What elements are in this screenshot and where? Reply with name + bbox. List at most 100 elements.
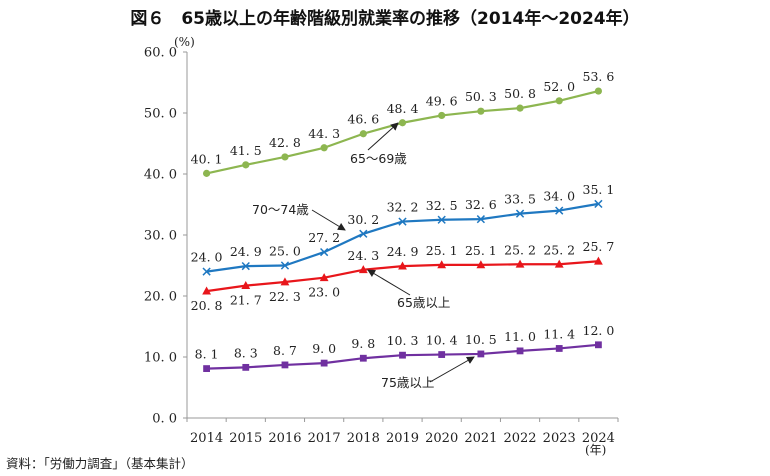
data-point (515, 209, 525, 218)
data-label: 9. 8 (351, 336, 375, 351)
chart-title: 図６ 65歳以上の年齢階級別就業率の推移（2014年～2024年） (130, 8, 639, 29)
data-label: 10. 4 (426, 333, 458, 348)
leader-arrow (311, 209, 346, 231)
series-callouts: 65～69歳 70～74歳 65歳以上 75歳以上 (252, 122, 475, 390)
data-label: 50. 3 (465, 89, 497, 104)
x-tick-label: 2017 (308, 431, 341, 446)
data-point (476, 215, 485, 224)
x-tick-label: 2023 (543, 431, 576, 446)
data-point (555, 206, 564, 215)
data-label: 24. 9 (387, 244, 419, 259)
data-point (242, 161, 250, 169)
data-point (594, 199, 603, 209)
data-point (555, 345, 563, 352)
data-point (477, 107, 485, 115)
data-label: 32. 6 (465, 197, 497, 212)
x-tick-label: 2021 (464, 431, 497, 446)
data-point (203, 365, 210, 372)
data-label: 41. 5 (230, 143, 262, 158)
data-label: 48. 4 (387, 101, 419, 116)
data-label: 25. 2 (543, 242, 575, 257)
series-x: 24. 0 24. 9 25. 0 27. 2 30. 2 32. 2 32. 5 32. 6… (191, 182, 615, 276)
data-point (437, 215, 446, 224)
data-label: 53. 6 (583, 69, 615, 84)
series-name-label: 65～69歳 (350, 151, 407, 166)
x-tick-label: 2015 (229, 431, 262, 446)
source-note: 資料：「労働力調査」（基本集計） (6, 456, 194, 471)
series-name-label: 65歳以上 (397, 295, 450, 310)
data-label: 49. 6 (426, 93, 458, 108)
series-callout: 75歳以上 (381, 356, 475, 390)
y-tick-label: 60. 0 (144, 46, 177, 61)
data-label: 46. 6 (347, 112, 379, 127)
data-point (359, 354, 367, 362)
axes: 0. 0 10. 0 20. 0 30. 0 40. 0 50. 0 60. 0 2014 20… (144, 46, 619, 446)
data-point (477, 350, 485, 358)
y-tick-label: 50. 0 (144, 107, 177, 122)
data-point (438, 111, 446, 120)
series-triangle: 20. 8 21. 7 22. 3 23. 0 24. 3 24. 9 25. 1 25. 1… (191, 239, 615, 313)
data-label: 42. 8 (269, 135, 301, 150)
data-label: 21. 7 (230, 293, 262, 308)
leader-arrow (367, 269, 411, 296)
data-label: 40. 1 (191, 151, 223, 166)
data-point (399, 351, 406, 359)
data-point (281, 361, 289, 369)
data-point (554, 259, 564, 268)
leader-arrow (367, 122, 399, 151)
data-point (359, 130, 367, 138)
series-name-label: 70～74歳 (252, 202, 309, 217)
data-point (241, 261, 250, 271)
data-label: 27. 2 (308, 230, 340, 245)
data-label: 10. 5 (465, 332, 497, 347)
data-label: 10. 3 (387, 333, 419, 348)
y-axis-unit: (%) (174, 35, 195, 49)
x-tick-label: 2018 (347, 431, 380, 446)
data-point (398, 119, 407, 127)
series-square: 8. 1 8. 3 8. 7 9. 0 9. 8 10. 3 10. 4 10. 5 11. 0… (195, 323, 614, 372)
x-tick-label: 2019 (386, 431, 419, 446)
data-label: 25. 0 (269, 244, 301, 259)
y-tick-label: 30. 0 (144, 229, 177, 244)
data-point (319, 273, 329, 282)
data-label: 22. 3 (269, 289, 301, 304)
series-callout: 65歳以上 (367, 269, 450, 310)
data-point (555, 97, 563, 105)
data-label: 34. 0 (543, 189, 575, 204)
data-point (202, 286, 211, 295)
data-point (437, 260, 447, 269)
series-callout: 70～74歳 (252, 202, 346, 231)
data-point (515, 259, 525, 268)
data-point (516, 347, 524, 355)
data-label: 25. 7 (583, 239, 615, 254)
series-circle: 40. 1 41. 5 42. 8 44. 3 46. 6 48. 4 49. 6 50. 3… (191, 69, 615, 177)
data-point (320, 144, 328, 152)
data-point (594, 87, 603, 95)
data-point (516, 104, 524, 112)
y-tick-label: 10. 0 (144, 351, 177, 366)
x-axis-unit: (年) (585, 443, 606, 457)
y-tick-label: 0. 0 (152, 412, 177, 427)
data-point (242, 363, 250, 371)
x-tick-label: 2024 (582, 431, 615, 446)
data-label: 8. 3 (234, 345, 258, 360)
data-point (280, 277, 290, 286)
data-label: 35. 1 (583, 182, 615, 197)
data-point (202, 267, 211, 276)
data-label: 32. 5 (426, 198, 458, 213)
data-label: 9. 0 (312, 341, 336, 356)
y-tick-label: 20. 0 (144, 290, 177, 305)
data-point (281, 153, 289, 161)
data-label: 24. 0 (191, 250, 223, 265)
data-label: 24. 3 (347, 248, 379, 263)
data-label: 25. 1 (465, 243, 497, 258)
leader-arrow (429, 356, 475, 383)
series-name-label: 75歳以上 (381, 375, 434, 390)
data-label: 8. 1 (195, 347, 219, 362)
data-point (398, 261, 407, 270)
data-label: 44. 3 (308, 126, 340, 141)
data-point (476, 260, 486, 269)
data-point (241, 281, 251, 290)
data-label: 20. 8 (191, 298, 223, 313)
x-tick-label: 2020 (425, 431, 458, 446)
